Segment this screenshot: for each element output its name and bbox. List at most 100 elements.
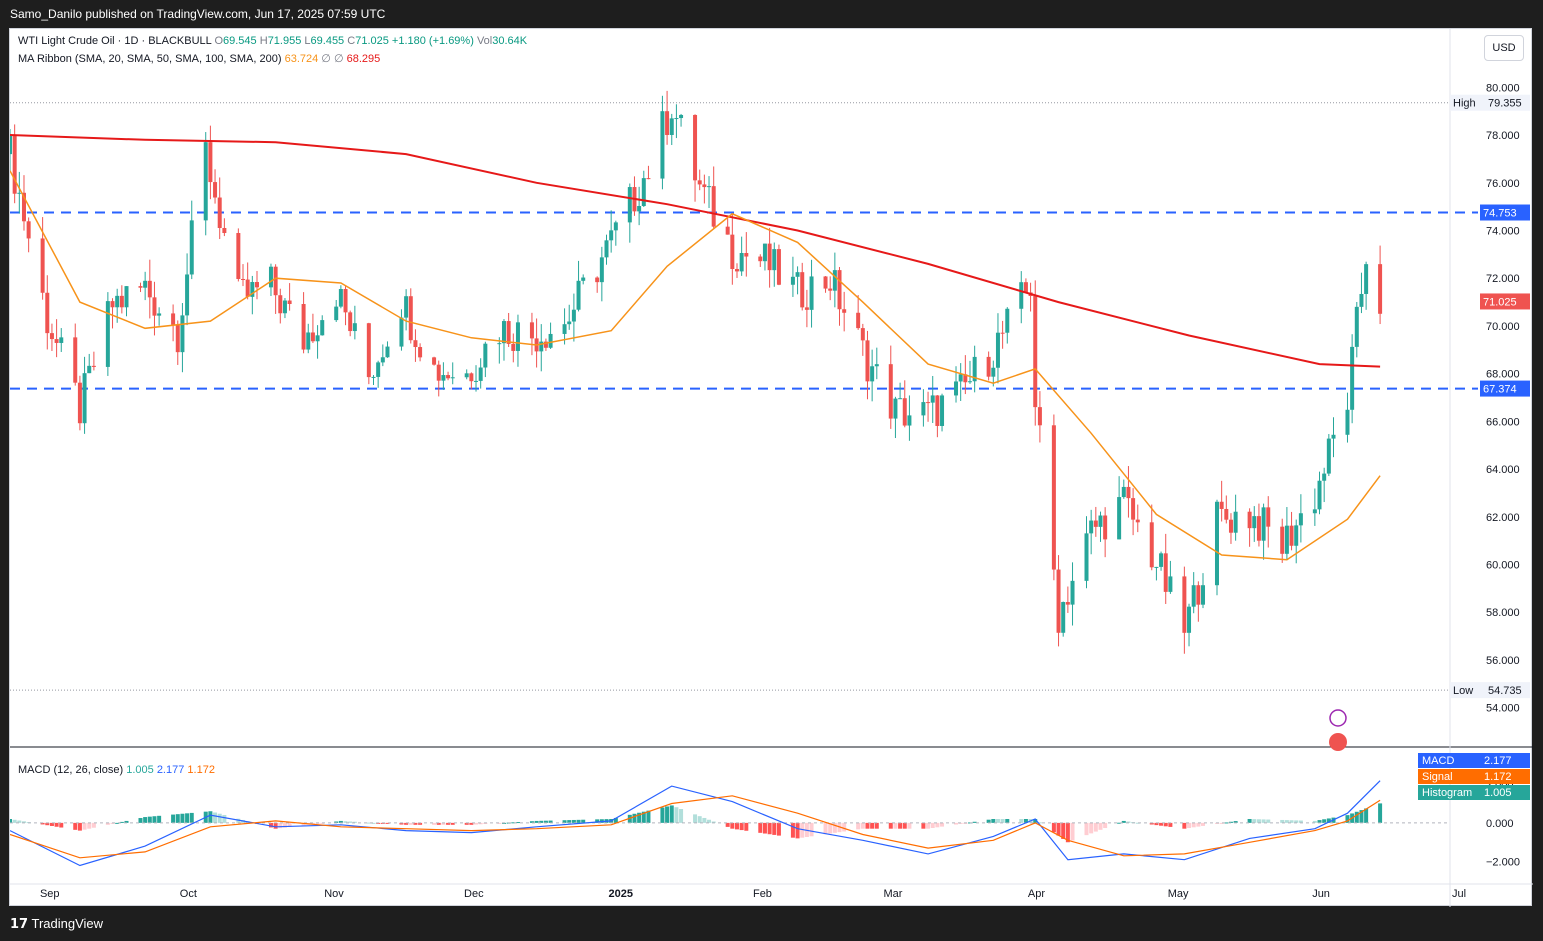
macd-histogram-bar — [1247, 819, 1252, 823]
candle-up — [1284, 525, 1289, 554]
macd-histogram-bar — [637, 812, 642, 823]
macd-histogram-bar — [1065, 822, 1070, 843]
macd-histogram-bar — [1023, 819, 1028, 823]
low-tag-label: Low — [1453, 685, 1473, 697]
macd-histogram-bar — [870, 822, 875, 829]
macd-legend: MACD (12, 26, close) 1.005 2.177 1.172 — [18, 764, 215, 776]
macd-histogram-bar — [1135, 822, 1140, 824]
level-value-label: 67.374 — [1483, 384, 1517, 396]
close-key: C — [347, 35, 356, 47]
macd-histogram-bar — [371, 822, 376, 824]
candle-up — [1098, 515, 1103, 527]
macd-histogram-bar — [660, 807, 665, 823]
candle-up — [809, 276, 814, 310]
macd-histogram-bar — [1037, 822, 1042, 824]
histogram-value-box — [1480, 785, 1530, 800]
candle-up — [674, 118, 679, 120]
candle-down — [1051, 425, 1056, 570]
macd-histogram-bar — [674, 807, 679, 823]
candle-up — [385, 346, 390, 358]
currency-button[interactable]: USD — [1484, 35, 1524, 61]
candle-up — [1019, 282, 1024, 309]
candle-down — [147, 280, 152, 298]
macd-histogram-bar — [1312, 820, 1317, 823]
macd-histogram-bar — [679, 809, 684, 823]
price-chart-svg[interactable]: 80.000 78.000 76.000 74.000 72.000 70.000 68.0… — [10, 29, 1533, 907]
candle-up — [1364, 264, 1369, 294]
macd-histogram-bar — [483, 822, 488, 824]
macd-histogram-bar — [776, 822, 781, 836]
candle-down — [1256, 516, 1261, 541]
candle-down — [26, 221, 31, 239]
macd-tag-box — [1418, 753, 1480, 768]
macd-histogram-bar — [12, 819, 17, 823]
price-tick-label: 72.000 — [1486, 273, 1520, 285]
candle-down — [823, 276, 828, 289]
signal-tag-box — [1418, 769, 1480, 784]
candle-up — [59, 337, 64, 343]
macd-histogram-bar — [1280, 819, 1285, 823]
macd-histogram-bar — [707, 819, 712, 823]
macd-histogram-bar — [893, 822, 898, 829]
macd-histogram-bar — [762, 822, 767, 834]
macd-hist-value: 1.005 — [126, 764, 154, 776]
candle-up — [352, 323, 357, 332]
high-value-label: 79.355 — [1488, 98, 1522, 110]
candle-down — [408, 296, 413, 341]
candle-down — [310, 332, 315, 342]
macd-histogram-bar — [1364, 808, 1369, 823]
macd-histogram-bar — [1261, 819, 1266, 823]
macd-histogram-bar — [1051, 822, 1056, 833]
candle-down — [1103, 515, 1108, 540]
candle-down — [213, 182, 218, 198]
candle-down — [171, 313, 176, 325]
candle-up — [478, 367, 483, 381]
candle-up — [898, 398, 903, 400]
time-tick-label: May — [1168, 888, 1189, 900]
candle-down — [1126, 486, 1131, 499]
price-tick-label: 80.000 — [1486, 82, 1520, 94]
macd-histogram-bar — [1000, 819, 1005, 823]
candle-up — [1187, 606, 1192, 633]
macd-histogram-bar — [1219, 822, 1224, 824]
macd-histogram-bar — [1233, 821, 1238, 823]
macd-histogram-bar — [408, 822, 413, 825]
candle-down — [865, 340, 870, 382]
candle-down — [343, 288, 348, 313]
macd-histogram-bar — [138, 818, 143, 823]
candle-up — [995, 332, 1000, 368]
macd-histogram-bar — [385, 822, 390, 824]
macd-histogram-bar — [189, 812, 194, 823]
candle-down — [697, 180, 702, 185]
high-value: 71.955 — [267, 35, 302, 47]
candle-up — [1294, 525, 1299, 546]
macd-histogram-bar — [1326, 818, 1331, 823]
macd-histogram-bar — [171, 814, 176, 823]
macd-tag-label: MACD — [1422, 755, 1454, 767]
chart-frame[interactable]: 80.000 78.000 76.000 74.000 72.000 70.000 68.0… — [9, 28, 1533, 907]
macd-histogram-bar — [534, 820, 539, 823]
candle-down — [278, 295, 283, 314]
candle-down — [217, 197, 222, 228]
candle-up — [380, 357, 385, 363]
candle-up — [1061, 602, 1066, 633]
macd-histogram-bar — [1196, 822, 1201, 827]
macd-histogram-bar — [641, 811, 646, 823]
macd-histogram-bar — [1098, 822, 1103, 830]
macd-histogram-bar — [115, 822, 120, 824]
macd-histogram-bar — [1019, 819, 1024, 823]
macd-histogram-bar — [124, 820, 129, 823]
macd-histogram-bar — [343, 821, 348, 823]
candle-up — [1168, 576, 1173, 592]
candle-up — [613, 222, 618, 231]
macd-histogram-bar — [571, 819, 576, 823]
macd-histogram-bar — [268, 822, 273, 828]
macd-histogram-bar — [972, 821, 977, 823]
candle-down — [734, 269, 739, 272]
macd-histogram-bar — [1298, 820, 1303, 823]
macd-histogram-bar — [669, 805, 674, 823]
candle-up — [315, 335, 320, 342]
high-value-box — [1484, 94, 1530, 111]
macd-histogram-bar — [469, 822, 474, 825]
macd-histogram-bar — [665, 806, 670, 823]
